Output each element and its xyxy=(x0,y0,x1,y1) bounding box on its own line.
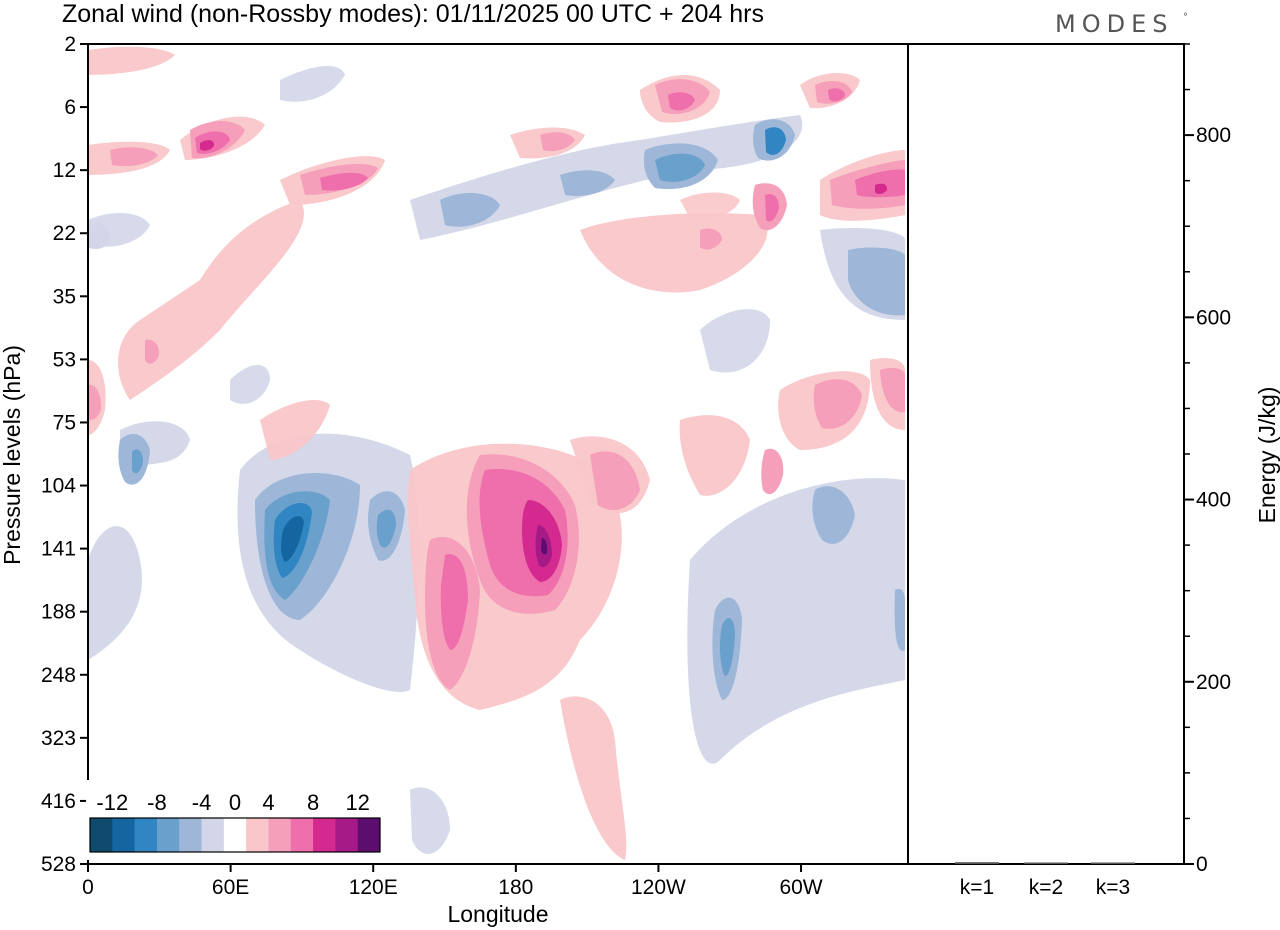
energy-tick-label: 600 xyxy=(1196,306,1231,329)
y-tick-label: 2 xyxy=(64,33,76,56)
x-tick-label: 60W xyxy=(779,876,822,899)
colorbar-label: 12 xyxy=(345,790,369,815)
energy-bar xyxy=(1091,862,1135,864)
energy-tick-label: 400 xyxy=(1196,489,1231,512)
colorbar-label: -8 xyxy=(147,790,167,815)
y-tick-label: 35 xyxy=(53,285,76,308)
colorbar-swatch xyxy=(179,818,203,852)
colorbar-swatch xyxy=(134,818,158,852)
colorbar-label: -12 xyxy=(96,790,128,815)
x-axis-title: Longitude xyxy=(447,901,548,927)
energy-tick-label: 800 xyxy=(1196,124,1231,147)
colorbar-swatch xyxy=(246,818,269,852)
y-tick-label: 188 xyxy=(41,601,76,624)
chart-title: Zonal wind (non-Rossby modes): 01/11/202… xyxy=(62,0,764,28)
energy-bars xyxy=(955,862,1135,864)
energy-axis: 0 200 400 600 800 xyxy=(1184,43,1231,876)
colorbar-label: 0 xyxy=(229,790,241,815)
y-tick-label: 22 xyxy=(53,222,76,245)
x-tick-label: 180 xyxy=(498,876,533,899)
y-tick-label: 53 xyxy=(53,348,76,371)
colorbar-label: -4 xyxy=(192,790,212,815)
energy-tick-label: 0 xyxy=(1196,853,1208,876)
energy-category-label: k=3 xyxy=(1096,876,1130,899)
colorbar-swatch xyxy=(313,818,336,852)
y-tick-label: 528 xyxy=(41,853,76,876)
colorbar-swatch xyxy=(290,818,314,852)
y-axis-title: Pressure levels (hPa) xyxy=(0,345,25,565)
y-tick-label: 416 xyxy=(41,790,76,813)
x-tick-label: 120W xyxy=(631,876,686,899)
y-tick-label: 6 xyxy=(64,96,76,119)
colorbar-swatch xyxy=(223,818,247,852)
energy-axis-title: Energy (J/kg) xyxy=(1254,387,1280,524)
colorbar-swatch xyxy=(112,818,136,852)
heatmap-plot xyxy=(88,44,908,864)
logo-mark: ° xyxy=(1183,12,1188,23)
x-tick-label: 60E xyxy=(212,876,249,899)
y-tick-label: 104 xyxy=(41,475,76,498)
colorbar: -12 -8 -4 0 4 8 12 xyxy=(86,780,384,860)
energy-category-label: k=1 xyxy=(960,876,994,899)
x-axis: 0 60E 120E 180 120W 60W xyxy=(82,864,823,899)
colorbar-border xyxy=(89,817,381,853)
colorbar-label: 4 xyxy=(262,790,274,815)
modes-logo: MODES xyxy=(1055,10,1173,38)
y-tick-label: 12 xyxy=(53,159,76,182)
colorbar-swatch xyxy=(156,818,180,852)
x-tick-label: 120E xyxy=(349,876,398,899)
colorbar-label: 8 xyxy=(307,790,319,815)
contour-cores xyxy=(88,79,905,700)
colorbar-swatch xyxy=(90,818,113,852)
y-tick-label: 323 xyxy=(41,727,76,750)
colorbar-swatch xyxy=(357,818,381,852)
colorbar-swatch xyxy=(335,818,359,852)
y-tick-label: 141 xyxy=(41,538,76,561)
y-tick-label: 248 xyxy=(41,664,76,687)
y-axis: 2 6 12 22 35 53 75 104 141 188 248 323 416 528 xyxy=(41,33,88,876)
energy-categories: k=1 k=2 k=3 xyxy=(960,876,1130,899)
colorbar-swatch xyxy=(201,818,225,852)
energy-category-label: k=2 xyxy=(1029,876,1063,899)
x-tick-label: 0 xyxy=(82,876,94,899)
energy-frame xyxy=(907,43,1185,865)
energy-bar xyxy=(955,862,999,864)
colorbar-swatch xyxy=(268,818,292,852)
y-tick-label: 75 xyxy=(53,411,76,434)
energy-bar xyxy=(1024,862,1068,864)
energy-tick-label: 200 xyxy=(1196,671,1231,694)
